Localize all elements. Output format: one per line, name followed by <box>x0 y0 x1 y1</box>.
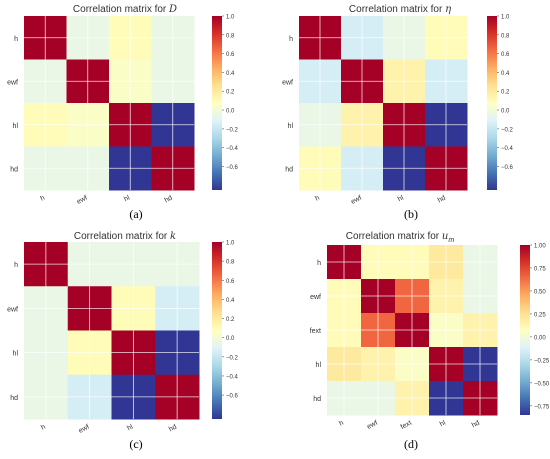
colorbar-tick-label: 0.6 <box>226 279 235 285</box>
chart-title-a: Correlation matrix for D <box>72 4 178 15</box>
panel-label-c: (c) <box>129 437 143 451</box>
y-tick-label: hl <box>13 123 19 130</box>
colorbar-tick-label: −0.6 <box>501 165 514 171</box>
title-symbol-b: η <box>445 4 452 15</box>
colorbar-tick-label: −0.50 <box>534 381 550 387</box>
y-tick-label: hl <box>288 123 294 130</box>
x-tick-label: hd <box>471 420 481 430</box>
colorbar-tick-label: −0.6 <box>226 394 239 400</box>
panel-label-b: (b) <box>404 207 418 221</box>
panel-d: Correlation matrix for um h ewf fext hl hd h e… <box>275 229 550 459</box>
colorbar <box>212 16 222 190</box>
colorbar <box>212 242 222 419</box>
x-tick-label: h <box>314 195 321 203</box>
y-tick-label: ewf <box>7 79 18 86</box>
colorbar-tick-label: 0.8 <box>226 260 235 266</box>
colorbar-tick-label: 0.8 <box>501 33 510 39</box>
colorbar-tick-label: 0.6 <box>501 52 510 58</box>
heatmap-d: h ewf fext hl hd h ewf fext hl hd 1.00 0.75 0.50 0.25… <box>310 244 550 432</box>
y-tick-label: ewf <box>7 306 18 313</box>
title-symbol-d: u <box>441 231 449 242</box>
x-tick-label: ewf <box>366 420 379 431</box>
colorbar-tick-label: 0.2 <box>226 90 235 96</box>
colorbar-tick-label: 0.6 <box>226 52 235 58</box>
title-symbol-a: D <box>169 4 178 15</box>
colorbar-tick-label: −0.4 <box>226 374 239 380</box>
colorbar-tick-label: −0.4 <box>501 146 514 152</box>
colorbar-tick-label: 0.00 <box>534 335 546 341</box>
panel-c: Correlation matrix for k h ewf hl hd h ewf hl h… <box>0 229 275 459</box>
colorbar-tick-label: 0.0 <box>226 336 235 342</box>
x-tick-label: hl <box>397 194 405 203</box>
heatmap-b: h ewf hl hd h ewf hl hd 1.0 0.8 0.6 0.4 0.2 0.0 −0.2 −0… <box>282 15 514 206</box>
title-subscript-d: m <box>448 237 455 244</box>
colorbar-tick-label: −0.2 <box>226 127 239 133</box>
panel-a: Correlation matrix for D h ewf hl hd h ewf hl h… <box>0 0 275 229</box>
colorbar-tick-label: −0.2 <box>501 127 514 133</box>
y-tick-label: hd <box>285 166 293 173</box>
chart-title-d: Correlation matrix for um <box>345 231 455 244</box>
y-tick-label: h <box>14 262 18 269</box>
x-tick-label: ewf <box>350 195 363 206</box>
colorbar-tick-label: 0.4 <box>226 71 235 77</box>
y-tick-label: fext <box>310 328 321 335</box>
x-tick-label: h <box>40 424 47 432</box>
x-tick-label: h <box>338 420 345 428</box>
colorbar-tick-label: −0.2 <box>226 355 239 361</box>
colorbar-tick-label: 0.0 <box>226 109 235 115</box>
x-tick-label: hd <box>437 195 447 205</box>
colorbar-tick-label: 0.4 <box>501 71 510 77</box>
colorbar-tick-label: 0.0 <box>501 109 510 115</box>
colorbar <box>520 245 530 415</box>
x-tick-label: hl <box>439 419 447 428</box>
panel-label-d: (d) <box>404 437 418 451</box>
colorbar <box>487 16 497 190</box>
y-tick-label: hd <box>10 166 18 173</box>
colorbar-tick-label: 0.25 <box>534 312 546 318</box>
y-tick-label: ewf <box>310 294 321 301</box>
y-tick-label: ewf <box>282 79 293 86</box>
colorbar-tick-label: 0.2 <box>226 317 235 323</box>
x-tick-label: h <box>39 195 46 203</box>
y-tick-label: h <box>14 36 18 43</box>
y-tick-label: hd <box>313 396 321 403</box>
y-tick-label: hd <box>10 395 18 402</box>
colorbar-tick-label: −0.75 <box>534 404 550 410</box>
colorbar-tick-label: −0.6 <box>226 165 239 171</box>
y-tick-label: hl <box>316 362 322 369</box>
x-tick-label: hl <box>126 423 134 432</box>
colorbar-tick-label: 1.00 <box>534 244 546 250</box>
colorbar-tick-label: 0.50 <box>534 289 546 295</box>
colorbar-tick-label: 1.0 <box>501 15 510 21</box>
panel-label-a: (a) <box>129 207 143 221</box>
colorbar-tick-label: −0.25 <box>534 358 550 364</box>
x-tick-label: hl <box>123 194 131 203</box>
colorbar-tick-label: 1.0 <box>226 15 235 21</box>
y-tick-label: hl <box>13 351 19 358</box>
y-tick-label: h <box>289 36 293 43</box>
x-tick-label: hd <box>164 195 174 205</box>
x-tick-label: hd <box>168 424 178 434</box>
colorbar-tick-label: −0.4 <box>226 146 239 152</box>
colorbar-tick-label: 0.4 <box>226 298 235 304</box>
x-tick-label: ewf <box>78 424 91 435</box>
x-tick-label: fext <box>400 420 413 432</box>
colorbar-tick-label: 1.0 <box>226 241 235 247</box>
chart-title-c: Correlation matrix for k <box>73 231 177 242</box>
chart-title-b: Correlation matrix for η <box>348 4 452 15</box>
heatmap-c: h ewf hl hd h ewf hl hd 1.0 0.8 0.6 0.4 0.2 0.0 −0.2 −0… <box>7 241 239 435</box>
colorbar-tick-label: 0.8 <box>226 33 235 39</box>
title-symbol-c: k <box>170 231 177 242</box>
y-tick-label: h <box>317 260 321 267</box>
heatmap-a: h ewf hl hd h ewf hl hd 1.0 0.8 0.6 0.4 0.2 0.0 −0.2 −0… <box>7 15 239 206</box>
colorbar-tick-label: 0.75 <box>534 266 546 272</box>
colorbar-tick-label: 0.2 <box>501 90 510 96</box>
x-tick-label: ewf <box>76 195 89 206</box>
panel-b: Correlation matrix for η h ewf hl hd h ewf hl h… <box>275 0 550 229</box>
